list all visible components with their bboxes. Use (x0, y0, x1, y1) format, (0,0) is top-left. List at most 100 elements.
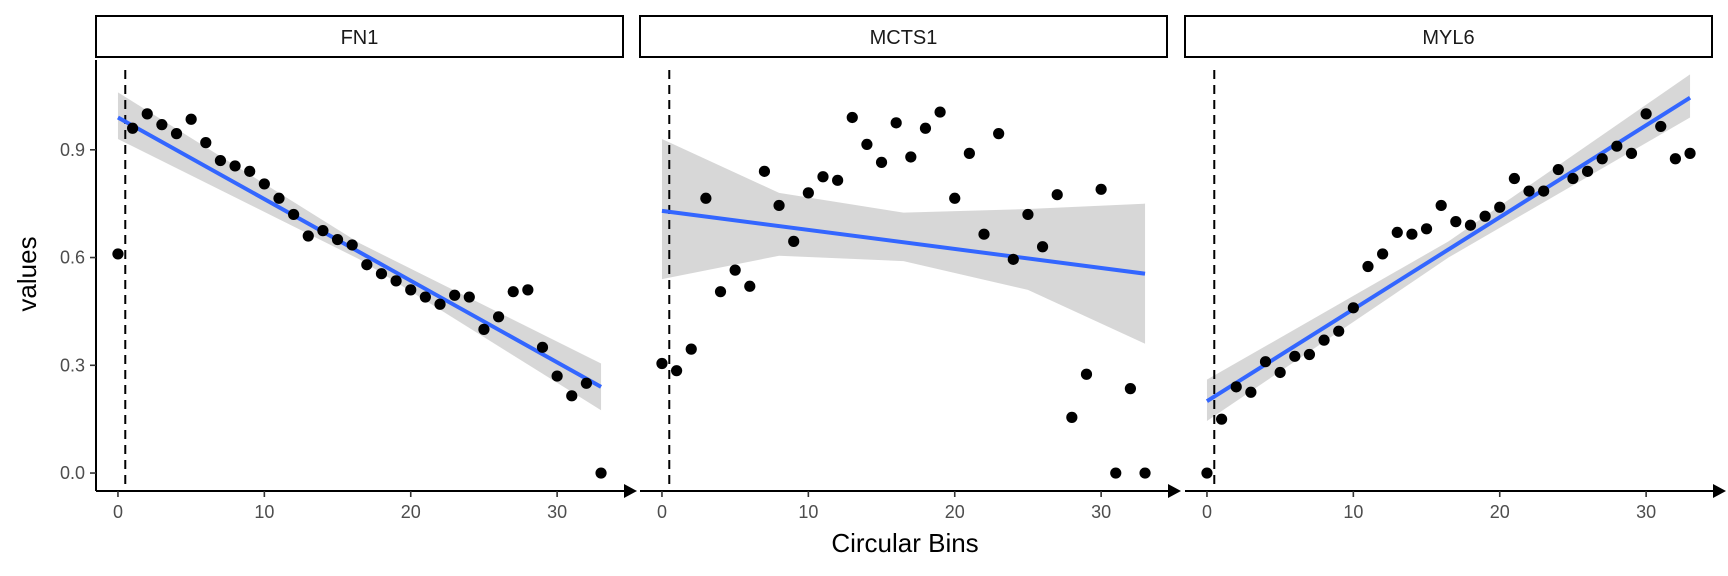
data-point-fn1-25 (478, 323, 490, 335)
x-tick-label-fn1-30: 30 (547, 502, 567, 522)
data-point-fn1-26 (492, 311, 505, 323)
data-point-fn1-29 (536, 341, 549, 353)
data-point-myl6-24 (1552, 163, 1564, 176)
y-tick-label-2: 0.6 (60, 248, 85, 268)
panel-myl6: MYL6 0 10 20 30 (1184, 15, 1726, 522)
data-point-mcts1-11 (817, 171, 829, 183)
data-point-fn1-18 (375, 268, 388, 280)
data-point-mcts1-7 (758, 165, 771, 177)
data-point-fn1-4 (170, 128, 183, 140)
data-point-mcts1-16 (890, 117, 902, 129)
data-point-myl6-21 (1508, 172, 1520, 185)
data-point-myl6-8 (1318, 334, 1330, 346)
panels-layer: FN1 0 10 20 30 0.0 0.3 0.6 0.9 MCTS1 0 10 20 30 MYL6 0 1… (60, 15, 1726, 522)
data-point-fn1-27 (507, 286, 519, 298)
data-point-fn1-6 (200, 137, 212, 149)
data-point-fn1-32 (580, 377, 593, 389)
data-point-myl6-3 (1245, 386, 1257, 398)
data-point-mcts1-28 (1066, 411, 1078, 423)
data-point-fn1-22 (434, 298, 446, 310)
x-tick-label-myl6-10: 10 (1343, 502, 1363, 522)
data-point-fn1-21 (419, 291, 431, 303)
data-point-myl6-30 (1640, 108, 1652, 120)
x-tick-label-mcts1-20: 20 (945, 502, 965, 522)
data-point-mcts1-32 (1124, 383, 1137, 395)
data-point-mcts1-3 (700, 192, 712, 204)
x-axis-arrow-myl6 (1713, 484, 1726, 498)
x-tick-label-mcts1-10: 10 (798, 502, 818, 522)
panel-fn1: FN1 0 10 20 30 0.0 0.3 0.6 0.9 (60, 15, 637, 522)
fit-line-fn1 (116, 115, 603, 389)
data-point-fn1-23 (449, 289, 461, 301)
data-point-mcts1-12 (832, 174, 844, 186)
data-point-mcts1-5 (729, 264, 741, 276)
data-point-myl6-13 (1391, 226, 1403, 238)
x-axis-title: Circular Bins (831, 528, 978, 558)
data-point-myl6-10 (1347, 302, 1359, 314)
x-tick-label-myl6-0: 0 (1202, 502, 1212, 522)
x-axis-arrow-fn1 (624, 484, 637, 498)
data-point-myl6-25 (1567, 172, 1579, 185)
data-point-mcts1-33 (1139, 467, 1151, 479)
strip-mcts1 (639, 15, 1168, 58)
data-point-myl6-22 (1523, 185, 1535, 197)
data-point-mcts1-25 (1022, 208, 1034, 221)
data-point-mcts1-13 (846, 111, 858, 124)
data-point-fn1-10 (258, 178, 270, 190)
data-point-mcts1-22 (978, 228, 990, 240)
data-point-mcts1-29 (1080, 368, 1093, 380)
data-point-fn1-12 (288, 208, 300, 221)
data-point-mcts1-24 (1007, 253, 1019, 265)
data-point-mcts1-6 (744, 280, 756, 292)
data-point-myl6-20 (1494, 201, 1506, 213)
strip-label-fn1: FN1 (341, 27, 379, 49)
data-point-mcts1-21 (963, 147, 975, 159)
data-point-mcts1-18 (919, 122, 932, 134)
data-point-mcts1-19 (934, 106, 946, 118)
data-point-mcts1-0 (656, 357, 668, 370)
data-point-myl6-9 (1333, 325, 1345, 337)
x-tick-label-fn1-20: 20 (401, 502, 421, 522)
data-point-fn1-30 (551, 370, 563, 382)
data-point-myl6-27 (1596, 153, 1608, 165)
x-tick-label-fn1-0: 0 (113, 502, 123, 522)
data-point-myl6-12 (1377, 248, 1389, 260)
data-point-myl6-32 (1669, 153, 1682, 165)
panel-mcts1: MCTS1 0 10 20 30 (639, 15, 1181, 522)
data-point-mcts1-2 (685, 343, 697, 355)
data-point-myl6-0 (1201, 467, 1213, 479)
y-tick-label-1: 0.3 (60, 355, 85, 375)
data-point-mcts1-23 (993, 128, 1005, 140)
data-point-fn1-19 (390, 275, 402, 287)
data-point-mcts1-15 (875, 156, 888, 168)
data-point-mcts1-27 (1051, 189, 1063, 201)
data-point-fn1-7 (214, 154, 227, 167)
data-point-myl6-17 (1450, 216, 1462, 228)
data-point-mcts1-10 (802, 187, 814, 199)
data-point-mcts1-1 (670, 365, 683, 377)
data-point-fn1-2 (141, 108, 153, 120)
data-point-myl6-5 (1274, 366, 1286, 379)
data-point-fn1-20 (405, 284, 417, 296)
x-tick-label-myl6-30: 30 (1636, 502, 1656, 522)
data-point-fn1-3 (156, 119, 168, 131)
data-point-mcts1-9 (788, 235, 800, 247)
data-point-myl6-1 (1215, 413, 1228, 425)
data-point-fn1-8 (229, 160, 241, 172)
data-point-myl6-11 (1362, 260, 1374, 273)
data-point-mcts1-31 (1110, 467, 1122, 479)
data-point-myl6-31 (1655, 120, 1667, 133)
x-tick-label-fn1-10: 10 (254, 502, 274, 522)
data-point-myl6-14 (1406, 228, 1418, 240)
data-point-fn1-9 (244, 165, 256, 177)
data-point-myl6-23 (1538, 185, 1550, 197)
data-point-myl6-26 (1581, 165, 1594, 177)
data-point-myl6-16 (1435, 199, 1447, 212)
data-point-mcts1-30 (1095, 183, 1107, 195)
data-point-fn1-1 (126, 122, 139, 134)
data-point-myl6-7 (1303, 348, 1316, 361)
data-point-myl6-4 (1259, 356, 1272, 368)
fit-line-mcts1 (661, 208, 1146, 276)
